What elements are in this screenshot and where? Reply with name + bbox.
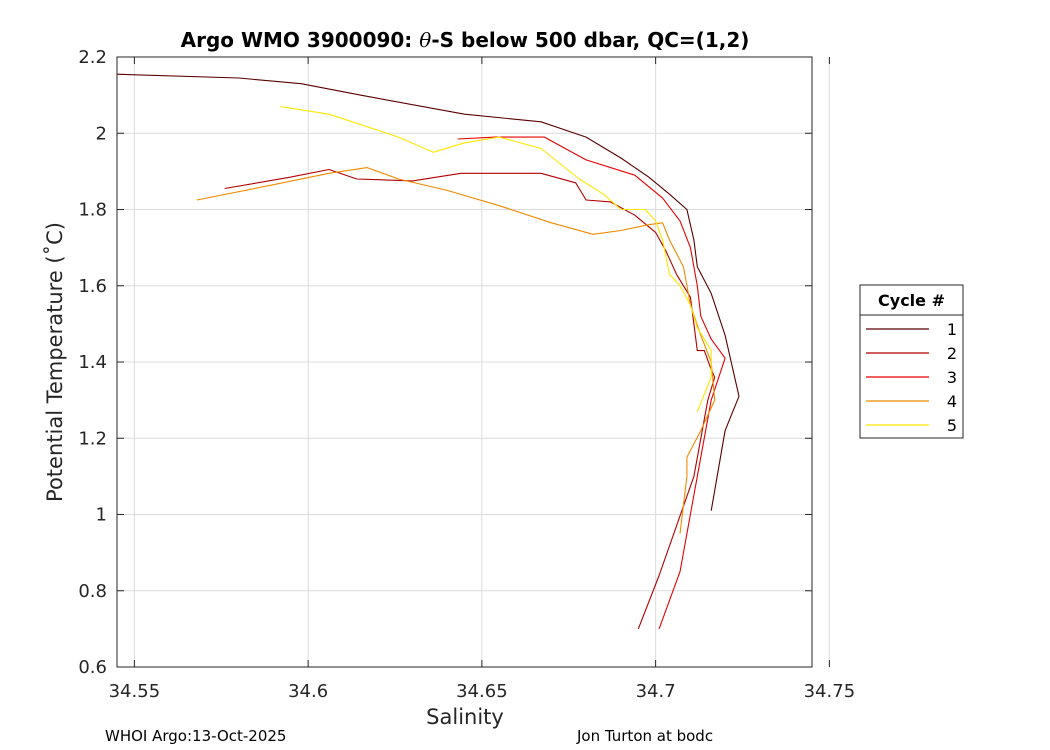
series-line-cycle-1 [116, 73, 740, 511]
series-lines [116, 73, 740, 630]
grid-lines [117, 56, 830, 668]
y-tick-label: 2.2 [78, 47, 107, 68]
y-tick-label: 0.8 [78, 581, 107, 602]
axis-ticks: 34.55 34.6 34.65 34.7 34.75 0.6 0.8 1 1.2 1.4 1.6 1… [78, 47, 855, 702]
legend-title: Cycle # [878, 291, 945, 310]
y-tick-label: 1.8 [78, 200, 107, 221]
footer-left: WHOI Argo:13-Oct-2025 [105, 727, 286, 745]
legend-label-cycle-5: 5 [947, 416, 957, 435]
series-line-cycle-2 [224, 168, 716, 630]
y-tick-label: 1.6 [78, 276, 107, 297]
x-tick-label: 34.55 [109, 681, 161, 702]
x-tick-label: 34.75 [804, 681, 856, 702]
legend: Cycle # 1 2 3 4 5 [859, 284, 964, 439]
chart-title: Argo WMO 3900090: θ-S below 500 dbar, QC… [181, 28, 750, 52]
legend-box [859, 284, 964, 439]
chart-title-symbol: θ [419, 28, 431, 52]
y-axis-label: Potential Temperature (˚C) [43, 222, 67, 502]
x-axis-label: Salinity [426, 705, 504, 729]
x-tick-label: 34.65 [456, 681, 508, 702]
y-tick-label: 1 [96, 505, 107, 526]
chart-title-suffix: -S below 500 dbar, QC=(1,2) [431, 28, 749, 52]
legend-label-cycle-1: 1 [947, 320, 957, 339]
footer-right: Jon Turton at bodc [576, 727, 713, 745]
chart-title-prefix: Argo WMO 3900090: [181, 28, 420, 52]
legend-label-cycle-4: 4 [947, 392, 957, 411]
y-tick-label: 1.4 [78, 352, 107, 373]
legend-label-cycle-3: 3 [947, 368, 957, 387]
x-tick-label: 34.7 [636, 681, 676, 702]
y-tick-label: 1.2 [78, 428, 107, 449]
y-tick-label: 2 [96, 123, 107, 144]
series-line-cycle-4 [196, 167, 716, 534]
series-line-cycle-3 [457, 136, 726, 630]
x-tick-label: 34.6 [288, 681, 328, 702]
legend-label-cycle-2: 2 [947, 344, 957, 363]
legend-entries: 1 2 3 4 5 [866, 320, 957, 435]
y-tick-label: 0.6 [78, 657, 107, 678]
series-line-cycle-5 [280, 106, 712, 412]
